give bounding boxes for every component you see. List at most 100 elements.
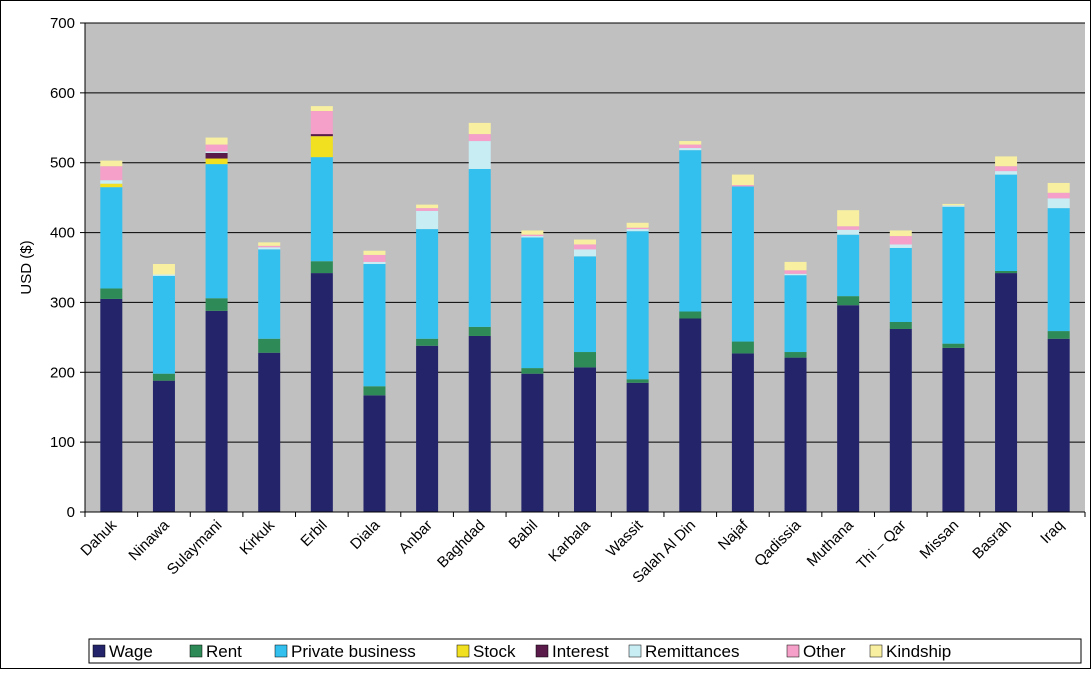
bar-segment-wage [416, 345, 439, 512]
bar-segment-other [626, 227, 649, 230]
bar-segment-remittances [784, 273, 807, 276]
y-tick-label: 200 [50, 364, 75, 381]
bar-segment-remittances [521, 236, 544, 238]
x-tick-label: Anbar [396, 517, 436, 557]
legend-swatch [535, 644, 549, 658]
bar-segment-rent [574, 352, 596, 368]
bar-segment-wage [837, 305, 860, 512]
bar-segment-remittances [889, 244, 912, 248]
legend-label: Rent [206, 642, 242, 661]
bar-segment-kindship [100, 160, 123, 167]
legend-label: Remittances [645, 642, 739, 661]
legend-swatch [92, 644, 106, 658]
bar-segment-remittances [152, 274, 175, 276]
bar-segment-wage [152, 380, 175, 512]
bar-segment-other [363, 254, 386, 262]
bar-segment-other [837, 226, 860, 230]
bar-segment-kindship [626, 222, 649, 228]
bar-segment-kindship [258, 242, 281, 246]
x-tick-label: Thi – Qar [853, 517, 909, 573]
y-tick-label: 300 [50, 294, 75, 311]
bar-segment-interest [310, 134, 333, 137]
bar-segment-kindship [784, 261, 807, 271]
legend-swatch [628, 644, 642, 658]
bar-segment-rent [731, 341, 754, 354]
bar-segment-private-business [626, 231, 649, 380]
bar-segment-kindship [468, 122, 491, 135]
legend-label: Interest [552, 642, 609, 661]
bar-segment-private-business [152, 275, 175, 374]
bar-segment-kindship [679, 141, 702, 145]
x-tick-label: Qadissia [751, 516, 805, 570]
y-tick-label: 500 [50, 155, 75, 172]
bar-segment-other [995, 166, 1018, 172]
bar-segment-kindship [205, 137, 228, 145]
y-axis-label: USD ($) [18, 240, 35, 294]
legend-swatch [274, 644, 288, 658]
bar-segment-private-business [205, 164, 228, 299]
x-tick-label: Sulaymani [164, 517, 226, 579]
bar-segment-remittances [416, 210, 439, 230]
bar-segment-other [100, 166, 123, 181]
bar-segment-other [731, 185, 754, 187]
bar-segment-remittances [837, 229, 860, 235]
y-tick-labels: 0 100 200 300 400 500 600 700 [50, 15, 75, 521]
legend-label: Private business [291, 642, 416, 661]
bar-segment-rent [468, 326, 491, 336]
bar-segment-wage [205, 310, 228, 512]
bar-segment-rent [205, 298, 228, 311]
bar-segment-stock [310, 136, 333, 158]
bar-segment-private-business [837, 234, 860, 297]
x-tick-label: Karbala [545, 516, 594, 565]
bar-segment-other [258, 245, 281, 248]
bar-segment-private-business [889, 247, 912, 322]
y-tick-label: 700 [50, 15, 75, 32]
bar-segment-rent [784, 352, 807, 358]
bar-segment-rent [942, 343, 965, 348]
bar-segment-other [889, 236, 912, 245]
y-tick-label: 600 [50, 85, 75, 102]
bar-segment-kindship [731, 174, 754, 186]
bar-segment-other [574, 244, 596, 250]
bar-segment-wage [731, 353, 754, 512]
legend-label: Other [803, 642, 846, 661]
bar-segment-wage [258, 352, 281, 512]
axes [80, 22, 1086, 517]
x-tick-label: Najaf [715, 516, 752, 553]
bar-segment-other [784, 270, 807, 274]
legend-box [88, 638, 1082, 664]
bar-segment-kindship [1047, 182, 1070, 193]
bar-segment-rent [310, 261, 333, 274]
bar-segment-rent [679, 311, 702, 319]
bar-segment-rent [889, 321, 912, 329]
bar-segment-other [205, 144, 228, 152]
bar-segment-kindship [995, 156, 1018, 167]
bar-segment-rent [1047, 331, 1070, 339]
legend: Wage Rent Private business Stock Interest Rem… [88, 638, 1082, 664]
legend-swatch [869, 644, 883, 658]
bar-segment-rent [837, 296, 860, 306]
bar-segment-interest [205, 152, 228, 159]
bar-segment-wage [626, 382, 649, 512]
x-tick-label: Missan [917, 517, 963, 563]
bar-segment-other [521, 234, 544, 237]
bar-segment-wage [468, 335, 491, 512]
legend-swatch [456, 644, 470, 658]
bar-segment-wage [889, 328, 912, 512]
bar-segment-wage [679, 318, 702, 512]
legend-swatch [786, 644, 800, 658]
bar-segment-wage [995, 273, 1018, 512]
bar-segment-wage [1047, 338, 1070, 512]
y-tick-label: 400 [50, 225, 75, 242]
bar-segment-wage [521, 373, 544, 512]
bar-segment-private-business [679, 150, 702, 312]
bar-segment-wage [100, 298, 123, 512]
legend-label: Stock [473, 642, 516, 661]
x-tick-label: Babil [506, 517, 542, 553]
bar-segment-other [310, 111, 333, 135]
bar-segment-private-business [258, 249, 281, 339]
legend-swatch [189, 644, 203, 658]
bar-segment-remittances [363, 261, 386, 265]
